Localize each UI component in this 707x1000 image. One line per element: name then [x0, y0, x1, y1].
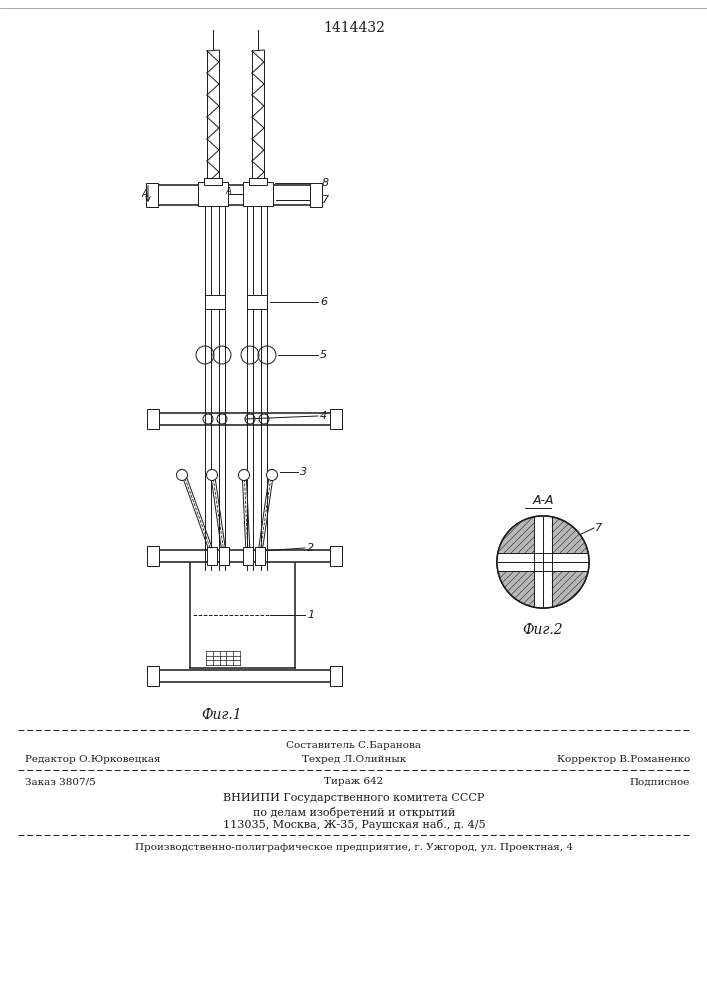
- Text: по делам изобретений и открытий: по делам изобретений и открытий: [253, 806, 455, 818]
- Text: 3: 3: [300, 467, 307, 477]
- Text: Фиг.2: Фиг.2: [522, 623, 563, 637]
- Text: 1414432: 1414432: [323, 21, 385, 35]
- Circle shape: [238, 470, 250, 481]
- Circle shape: [267, 470, 278, 481]
- Polygon shape: [330, 546, 342, 566]
- Text: Производственно-полиграфическое предприятие, г. Ужгород, ул. Проектная, 4: Производственно-полиграфическое предприя…: [135, 844, 573, 852]
- Polygon shape: [147, 409, 159, 429]
- Circle shape: [206, 470, 218, 481]
- Wedge shape: [543, 516, 589, 562]
- Text: A: A: [225, 188, 231, 196]
- Text: A-A: A-A: [532, 493, 554, 506]
- Bar: [534, 517, 552, 607]
- Polygon shape: [255, 547, 265, 565]
- Polygon shape: [219, 547, 229, 565]
- Text: Составитель С.Баранова: Составитель С.Баранова: [286, 740, 421, 750]
- Polygon shape: [249, 178, 267, 185]
- Polygon shape: [247, 295, 267, 309]
- Polygon shape: [207, 547, 217, 565]
- Polygon shape: [497, 516, 589, 608]
- Text: Техред Л.Олийнык: Техред Л.Олийнык: [302, 756, 406, 764]
- Polygon shape: [243, 182, 273, 206]
- Bar: [498, 553, 588, 571]
- Text: Тираж 642: Тираж 642: [325, 778, 384, 786]
- Text: ВНИИПИ Государственного комитета СССР: ВНИИПИ Государственного комитета СССР: [223, 793, 485, 803]
- Polygon shape: [310, 183, 322, 207]
- Text: 2: 2: [307, 543, 314, 553]
- Polygon shape: [146, 183, 158, 207]
- Wedge shape: [543, 562, 589, 608]
- Text: 7: 7: [595, 523, 602, 533]
- Text: 1: 1: [307, 610, 314, 620]
- Polygon shape: [243, 547, 253, 565]
- Polygon shape: [205, 295, 225, 309]
- Text: 113035, Москва, Ж-35, Раушская наб., д. 4/5: 113035, Москва, Ж-35, Раушская наб., д. …: [223, 820, 485, 830]
- Polygon shape: [330, 666, 342, 686]
- Wedge shape: [497, 516, 543, 562]
- Text: A: A: [141, 189, 148, 199]
- Bar: [534, 517, 552, 607]
- Text: 6: 6: [320, 297, 327, 307]
- Text: 4: 4: [320, 411, 327, 421]
- Text: 8: 8: [322, 178, 329, 188]
- Polygon shape: [147, 666, 159, 686]
- Polygon shape: [198, 182, 228, 206]
- Polygon shape: [204, 178, 222, 185]
- Polygon shape: [147, 546, 159, 566]
- Polygon shape: [330, 409, 342, 429]
- Text: Редактор О.Юрковецкая: Редактор О.Юрковецкая: [25, 756, 160, 764]
- Bar: [498, 553, 588, 571]
- Text: 5: 5: [320, 350, 327, 360]
- Wedge shape: [497, 562, 543, 608]
- Text: 7: 7: [322, 195, 329, 205]
- Text: Подписное: Подписное: [630, 778, 690, 786]
- Text: Заказ 3807/5: Заказ 3807/5: [25, 778, 95, 786]
- Text: Фиг.1: Фиг.1: [201, 708, 243, 722]
- Circle shape: [177, 470, 187, 481]
- Text: Корректор В.Романенко: Корректор В.Романенко: [556, 756, 690, 764]
